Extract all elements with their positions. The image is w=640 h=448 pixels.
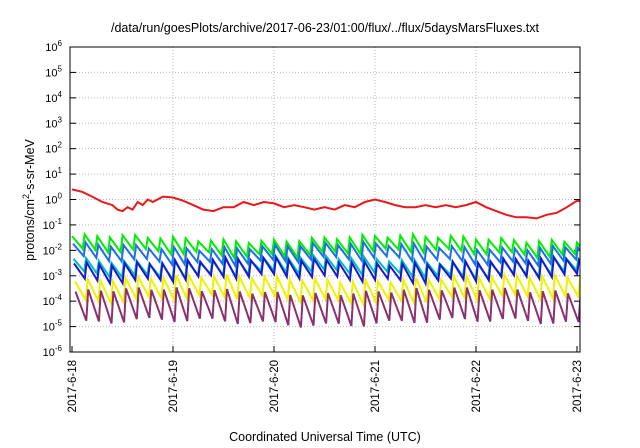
x-tick-label: 2017-6-20 xyxy=(269,360,281,412)
series-line xyxy=(71,231,580,262)
y-tick-label: 10-1 xyxy=(43,217,63,232)
y-tick-labels: 10-6 10-5 10-4 10-3 10-2 10-1 100 101 102 103 104 1… xyxy=(43,39,63,359)
x-tick-labels: 2017-6-18 2017-6-19 2017-6-20 2017-6-21 2017… xyxy=(67,360,584,412)
x-tick-label: 2017-6-21 xyxy=(370,360,382,412)
y-tick-label: 10-4 xyxy=(43,293,63,308)
y-tick-label: 100 xyxy=(45,192,62,207)
x-tick-label: 2017-6-22 xyxy=(471,360,483,412)
y-tick-label: 104 xyxy=(45,90,62,105)
y-axis-label: protons/cm2-s-sr-MeV xyxy=(21,138,37,260)
x-axis-label: Coordinated Universal Time (UTC) xyxy=(229,430,421,444)
series-line xyxy=(74,287,580,328)
y-tick-label: 10-3 xyxy=(43,268,63,283)
x-tick-label: 2017-6-23 xyxy=(572,360,584,412)
y-tick-label: 105 xyxy=(45,64,62,79)
series-group xyxy=(71,188,580,328)
y-tick-label: 101 xyxy=(45,166,62,181)
series-line xyxy=(72,239,580,269)
y-tick-label: 10-2 xyxy=(43,242,63,257)
y-tick-label: 102 xyxy=(45,141,62,156)
y-tick-label: 10-5 xyxy=(43,319,63,334)
series-line xyxy=(73,253,580,287)
x-tick-label: 2017-6-18 xyxy=(67,360,79,412)
grid xyxy=(70,46,580,353)
y-tick-label: 103 xyxy=(45,115,62,130)
series-line xyxy=(71,188,580,220)
y-tick-label: 106 xyxy=(45,39,62,54)
chart-title: /data/run/goesPlots/archive/2017-06-23/0… xyxy=(111,21,540,35)
x-tick-label: 2017-6-19 xyxy=(168,360,180,412)
y-tick-label: 10-6 xyxy=(43,344,63,359)
plot-frame xyxy=(69,46,581,353)
series-line xyxy=(74,270,580,309)
